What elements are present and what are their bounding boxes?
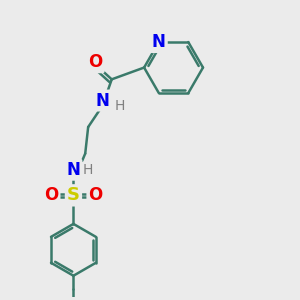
Text: O: O — [88, 53, 103, 71]
Text: N: N — [152, 33, 166, 51]
Text: N: N — [95, 92, 109, 110]
Text: H: H — [83, 163, 93, 177]
Text: O: O — [88, 186, 103, 204]
Text: O: O — [44, 186, 58, 204]
Text: S: S — [67, 186, 80, 204]
Text: H: H — [115, 99, 125, 113]
Text: N: N — [67, 161, 80, 179]
